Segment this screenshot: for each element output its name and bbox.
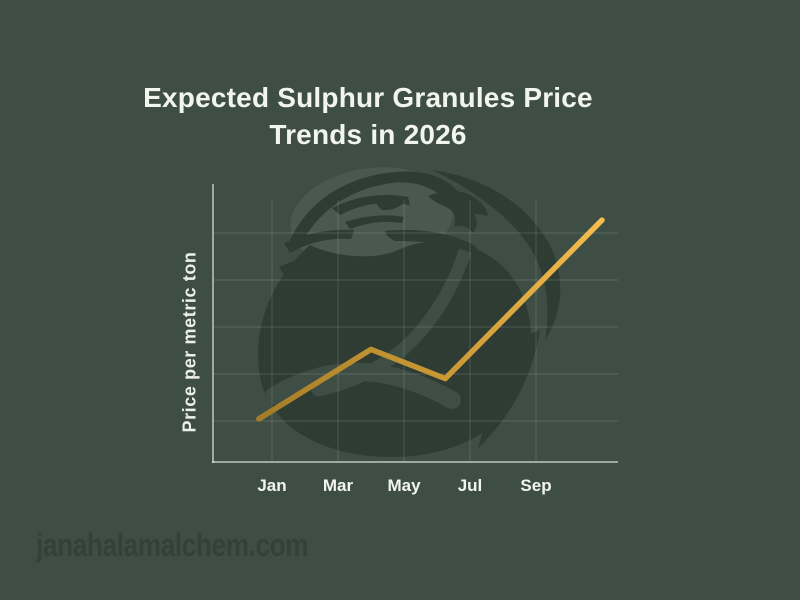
chart-title-line2: Trends in 2026 [269, 119, 467, 150]
watermark-url: janahalamalchem.com [36, 527, 309, 563]
chart-title-line1: Expected Sulphur Granules Price [143, 82, 593, 113]
price-line-series [256, 217, 605, 422]
chart-title: Expected Sulphur Granules Price Trends i… [68, 79, 668, 153]
vertical-gridlines [271, 200, 537, 461]
y-axis-label: Price per metric ton [179, 251, 200, 433]
horizontal-gridlines [214, 232, 618, 422]
eagle-swoosh-logo-icon [258, 167, 561, 458]
